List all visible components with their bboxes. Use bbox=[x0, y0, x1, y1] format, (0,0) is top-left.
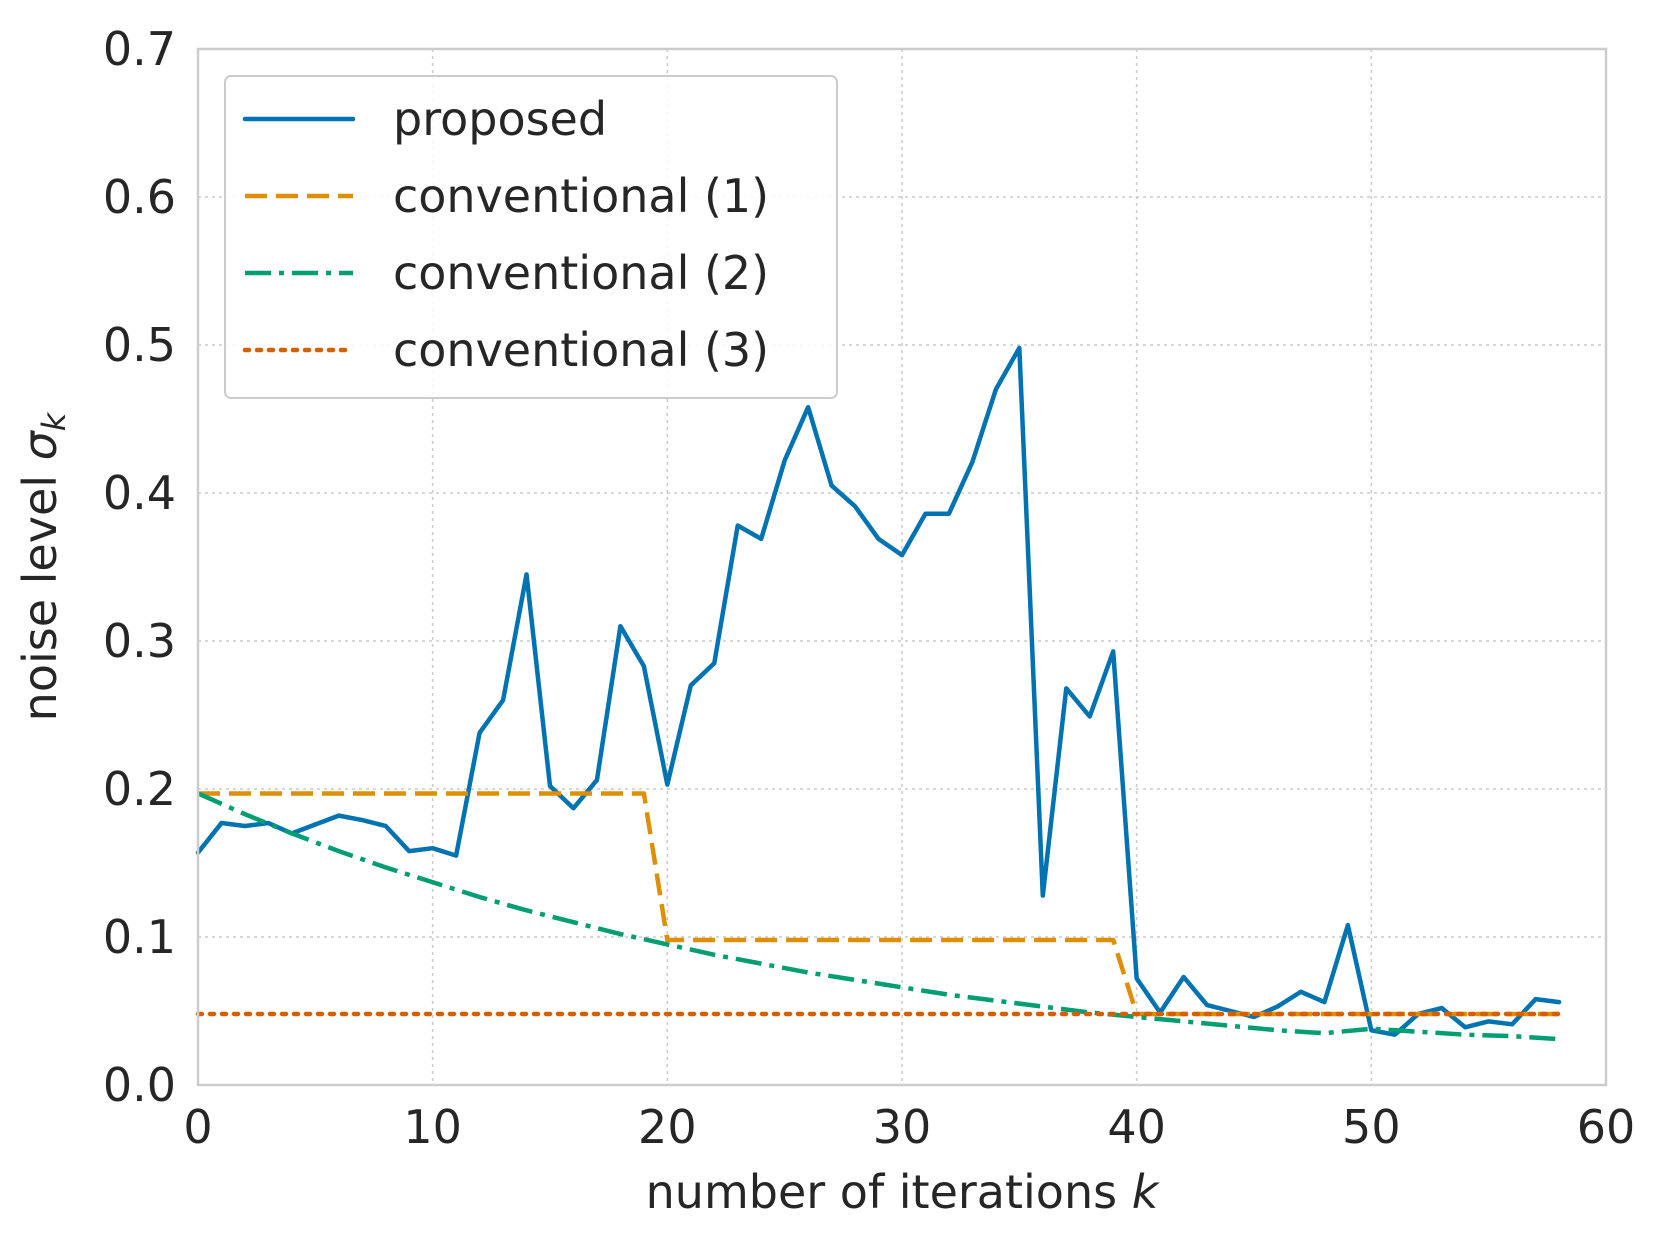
series-lines bbox=[195, 345, 1562, 1042]
x-tick-label: 0 bbox=[183, 1100, 212, 1154]
y-tick-label: 0.5 bbox=[103, 318, 176, 372]
y-tick-label: 0.2 bbox=[103, 762, 176, 816]
y-tick-labels: 0.0 0.1 0.2 0.3 0.4 0.5 0.6 0.7 bbox=[103, 22, 176, 1112]
legend-label: proposed bbox=[393, 92, 607, 146]
series-line-1 bbox=[195, 345, 1562, 1037]
x-tick-label: 60 bbox=[1577, 1100, 1636, 1154]
y-axis-label: noise level σk bbox=[13, 411, 73, 721]
plot-frame bbox=[196, 47, 1608, 1087]
x-tick-label: 50 bbox=[1342, 1100, 1401, 1154]
y-tick-label: 0.7 bbox=[103, 22, 176, 76]
y-tick-label: 0.1 bbox=[103, 910, 176, 964]
series-line-2 bbox=[198, 791, 1560, 1017]
legend: proposed conventional (1) conventional (2)… bbox=[224, 75, 838, 399]
legend-label: conventional (2) bbox=[393, 246, 769, 300]
x-tick-label: 10 bbox=[403, 1100, 462, 1154]
series-line-3 bbox=[197, 791, 1560, 1042]
x-axis-label: number of iterations k bbox=[646, 1165, 1161, 1219]
x-tick-label: 40 bbox=[1107, 1100, 1166, 1154]
grid bbox=[198, 49, 1606, 1085]
y-tick-label: 0.4 bbox=[103, 466, 176, 520]
y-tick-label: 0.0 bbox=[103, 1058, 176, 1112]
y-tick-label: 0.3 bbox=[103, 614, 176, 668]
y-tick-label: 0.6 bbox=[103, 170, 176, 224]
legend-label: conventional (3) bbox=[393, 323, 769, 377]
x-tick-labels: 0 10 20 30 40 50 60 bbox=[183, 1100, 1635, 1154]
x-tick-label: 20 bbox=[638, 1100, 697, 1154]
legend-box bbox=[224, 75, 838, 399]
x-tick-label: 30 bbox=[873, 1100, 932, 1154]
legend-label: conventional (1) bbox=[393, 169, 769, 223]
